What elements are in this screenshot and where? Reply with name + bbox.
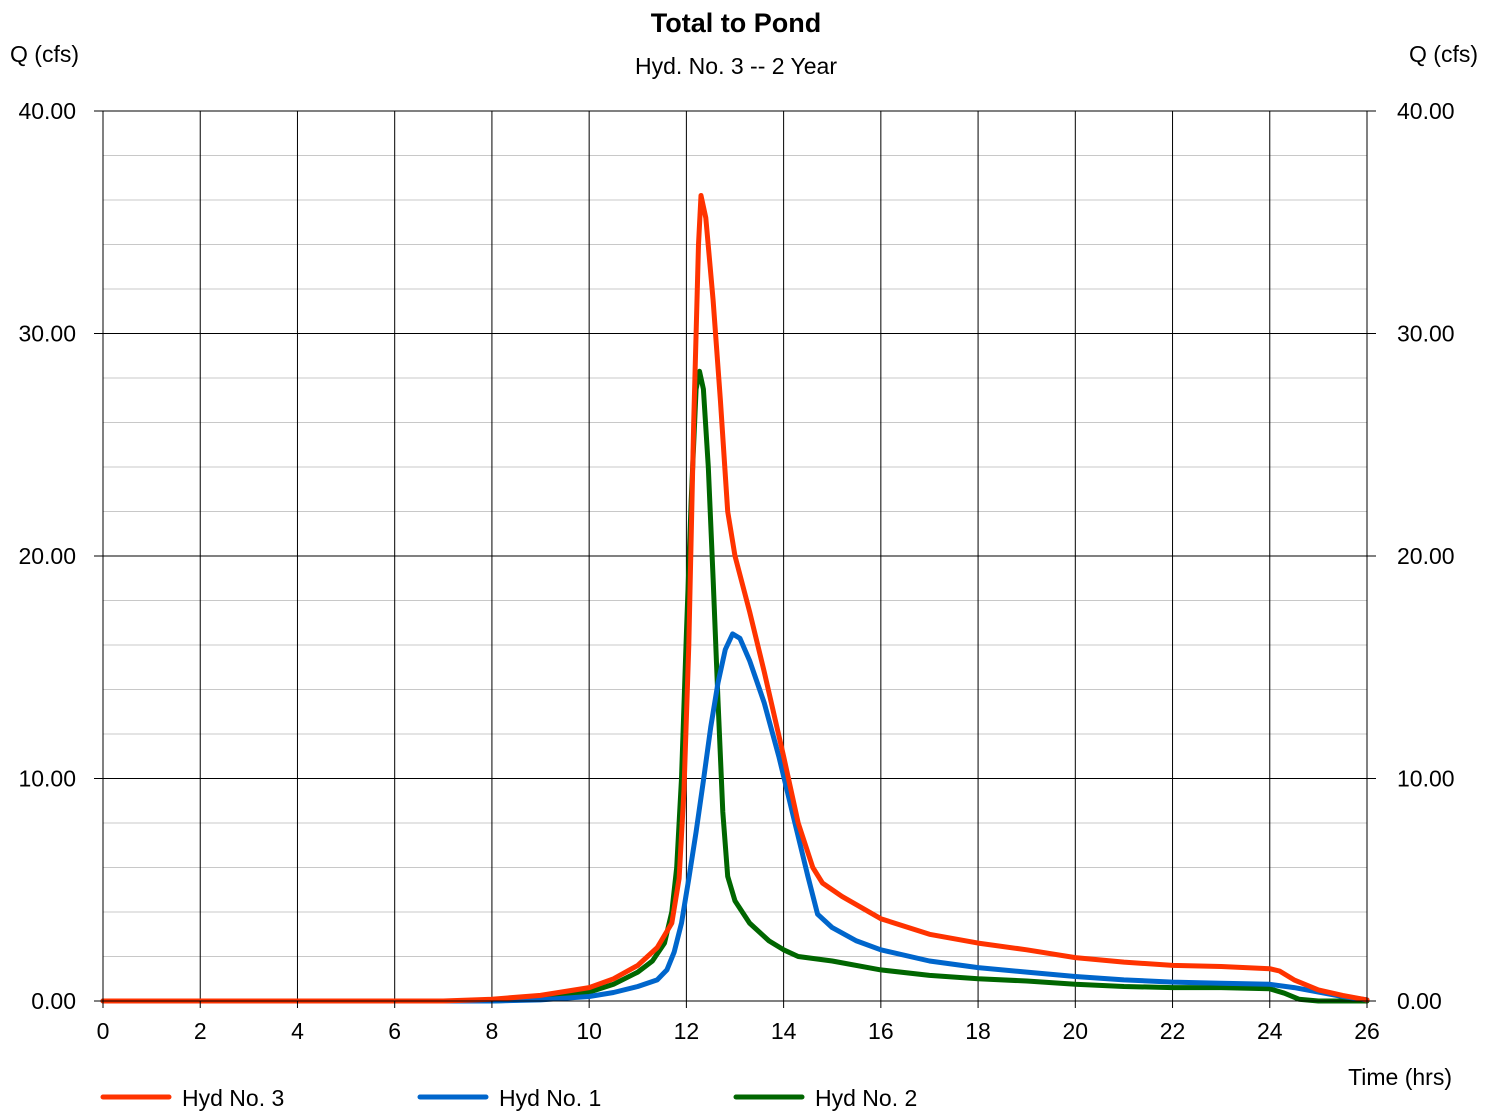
y-axis-label-left: Q (cfs) bbox=[10, 41, 79, 67]
x-tick-label: 24 bbox=[1257, 1018, 1283, 1044]
series-lines bbox=[100, 193, 1370, 1004]
series-line-2 bbox=[100, 631, 1370, 1004]
x-tick-label: 2 bbox=[194, 1018, 207, 1044]
legend: Hyd No. 3 Hyd No. 1 Hyd No. 2 bbox=[100, 1085, 917, 1111]
x-tick-label: 12 bbox=[674, 1018, 700, 1044]
legend-item: Hyd No. 2 bbox=[733, 1085, 917, 1111]
minor-gridlines bbox=[103, 155, 1367, 957]
x-tick-label: 6 bbox=[388, 1018, 401, 1044]
y-tick-label-right: 0.00 bbox=[1397, 988, 1442, 1014]
y-tick-label-right: 20.00 bbox=[1397, 543, 1455, 569]
legend-label: Hyd No. 2 bbox=[815, 1085, 917, 1111]
x-tick-label: 26 bbox=[1354, 1018, 1380, 1044]
x-tick-label: 20 bbox=[1063, 1018, 1089, 1044]
series-line-3 bbox=[100, 368, 1370, 1004]
x-axis-label: Time (hrs) bbox=[1348, 1064, 1452, 1090]
y-tick-label-left: 0.00 bbox=[31, 988, 76, 1014]
x-tick-label: 0 bbox=[97, 1018, 110, 1044]
y-tick-label-left: 10.00 bbox=[18, 766, 76, 792]
x-tick-label: 18 bbox=[965, 1018, 991, 1044]
y-tick-label-right: 30.00 bbox=[1397, 321, 1455, 347]
x-tick-label: 16 bbox=[868, 1018, 894, 1044]
chart-subtitle: Hyd. No. 3 -- 2 Year bbox=[635, 53, 837, 79]
y-tick-label-right: 40.00 bbox=[1397, 98, 1455, 124]
y-tick-label-left: 30.00 bbox=[18, 321, 76, 347]
x-tick-label: 8 bbox=[486, 1018, 499, 1044]
x-tick-label: 4 bbox=[291, 1018, 304, 1044]
legend-item: Hyd No. 1 bbox=[417, 1085, 601, 1111]
x-tick-label: 22 bbox=[1160, 1018, 1186, 1044]
legend-item: Hyd No. 3 bbox=[100, 1085, 284, 1111]
series-line-1 bbox=[100, 193, 1370, 1004]
legend-label: Hyd No. 3 bbox=[182, 1085, 284, 1111]
y-tick-label-right: 10.00 bbox=[1397, 766, 1455, 792]
y-tick-label-left: 20.00 bbox=[18, 543, 76, 569]
x-tick-label: 14 bbox=[771, 1018, 797, 1044]
chart-title: Total to Pond bbox=[651, 8, 821, 38]
legend-label: Hyd No. 1 bbox=[499, 1085, 601, 1111]
x-tick-label: 10 bbox=[576, 1018, 602, 1044]
y-axis-label-right: Q (cfs) bbox=[1409, 41, 1478, 67]
y-tick-label-left: 40.00 bbox=[18, 98, 76, 124]
